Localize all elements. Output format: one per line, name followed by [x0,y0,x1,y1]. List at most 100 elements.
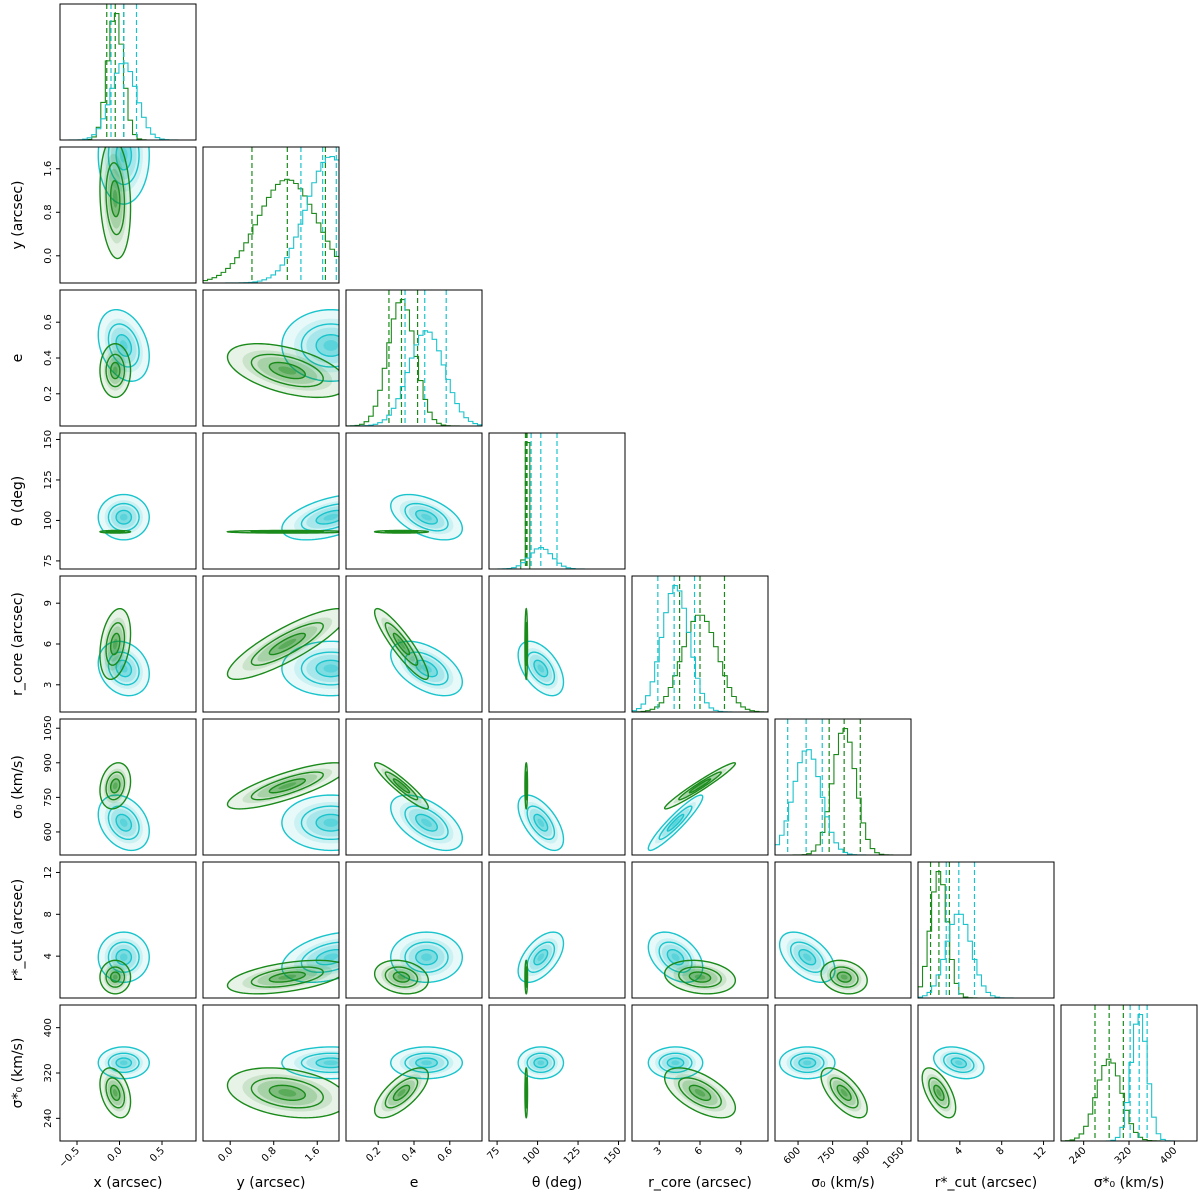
density-fill-series-1-4 [323,513,339,521]
density-fill-series-0-1 [673,1074,727,1112]
panel-frame [59,146,197,284]
xtick-label-rcore-2: 9 [734,1145,746,1157]
density-fill-series-0-3 [110,633,120,655]
contour-series-1-level-0 [115,813,133,832]
density-fill-series-1-3 [316,1058,339,1068]
density-fill-series-0-0 [664,960,736,994]
density-fill-series-0-3 [110,778,120,793]
density-fill-series-1-1 [523,938,558,977]
density-fill-series-1-2 [306,808,339,837]
density-fill-series-0-3 [269,972,306,983]
density-fill-series-1-4 [537,818,545,827]
contour-series-0-level-2 [663,959,737,995]
density-fill-series-1-3 [667,814,684,832]
density-fill-series-1-3 [534,949,548,965]
ylabel-rcut: r*_cut (arcsec) [10,879,26,982]
density-fill-series-1-4 [323,340,339,351]
xtick-label-sigma0-0: 600 [782,1145,803,1166]
density-fill-series-1-0 [281,641,339,696]
density-fill-series-0-3 [269,633,306,655]
panel-sigma0-vs-rcore [631,718,769,856]
contour-series-1-level-0 [798,948,817,966]
density-fill-series-0-4 [840,1089,848,1097]
xlabel-sigma0star: σ*₀ (km/s) [1094,1175,1165,1191]
density-fill-series-0-0 [227,608,339,680]
xtick-label-theta-0: 75 [485,1145,502,1162]
density-fill-series-1-0 [98,494,150,540]
density-fill-series-0-3 [393,778,410,793]
density-fill-series-0-0 [227,762,339,809]
ytick-label-theta-1: 100 [43,511,54,530]
density-fill-series-0-2 [257,626,318,662]
contour-series-1-level-0 [115,334,133,357]
density-fill-series-0-0 [664,762,736,809]
density-fill-series-0-4 [694,782,706,790]
contour-series-1-level-1 [300,941,339,973]
density-fill-series-0-1 [926,1074,952,1112]
ytick-label-sigma0-0: 600 [43,822,54,841]
density-fill-series-1-2 [111,1054,137,1071]
panel-x-vs-x [59,3,197,141]
contour-series-0-level-0 [392,632,411,656]
panel-frame [488,861,626,999]
ytick-label-sigma0star-2: 400 [43,1018,54,1037]
ytick-label-rcut-0: 4 [43,953,54,959]
panel-y-vs-x: 0.0 0.8 1.6 y (arcsec) [10,146,197,284]
density-fill-series-0-4 [112,638,118,650]
density-fill-series-1-4 [323,664,339,673]
contour-series-0-level-2 [226,607,339,681]
xtick-label-sigma0star-0: 240 [1068,1145,1089,1166]
contour-series-0-level-0 [109,361,121,380]
contour-series-0-level-1 [250,353,324,388]
contour-series-1-level-0 [315,813,339,832]
contour-series-0-level-0 [109,632,121,656]
contour-series-0-level-0 [933,1084,945,1102]
density-fill-series-1-3 [116,510,132,524]
xtick-label-rcut-0: 4 [953,1145,965,1157]
density-fill-series-0-2 [388,1080,415,1106]
panel-sigma0-vs-sigma0 [774,718,912,856]
density-fill-series-1-0 [281,795,339,851]
contour-series-0-level-0 [268,778,306,794]
panel-rcut-vs-e [345,861,483,999]
contour-series-0-level-2 [820,959,868,995]
density-fill-series-1-4 [671,953,680,961]
panel-sigma0star-vs-sigma0star: 240 320 400 σ*₀ (km/s) [1060,1004,1198,1191]
density-fill-series-0-3 [933,1085,944,1101]
density-fill-series-0-0 [99,762,131,809]
panel-frame [774,861,912,999]
density-fill-series-1-3 [534,1058,548,1068]
contour-series-1-level-2 [517,640,565,697]
xlabel-theta: θ (deg) [532,1175,582,1191]
density-fill-series-1-3 [415,510,438,524]
panel-rcore-vs-x: 3 6 9 r_core (arcsec) [10,575,197,713]
contour-series-0-level-2 [663,762,737,810]
panel-y-vs-y [202,146,340,284]
xtick-label-sigma0-3: 1050 [881,1145,907,1171]
contour-series-0-level-2 [226,762,339,810]
panel-frame [774,718,912,856]
density-fill-series-1-2 [306,1054,339,1071]
contour-series-0-level-0 [109,778,121,794]
xtick-label-e-0: 0.2 [364,1145,383,1164]
panel-frame [631,575,769,713]
panel-theta-vs-x: 75 100 125 150 θ (deg) [10,430,197,570]
contour-series-0-level-1 [829,966,859,988]
density-fill-series-1-2 [306,327,339,364]
contour-series-1-level-1 [300,1052,339,1074]
panel-e-vs-y [202,289,340,427]
contour-series-0-level-0 [109,180,121,218]
panel-rcore-vs-y [202,575,340,713]
panel-sigma0-vs-y [202,718,340,856]
xtick-label-y-0: 0.0 [216,1145,235,1164]
contour-series-0-level-1 [384,771,419,801]
density-fill-series-0-3 [269,1085,306,1101]
panel-frame [59,718,197,856]
contour-series-0-level-1 [105,966,126,988]
ylabel-sigma0star: σ*₀ (km/s) [10,1038,26,1109]
contour-series-1-level-2 [97,493,150,541]
panel-sigma0star-vs-x: 240 320 400 σ*₀ (km/s) −0.5 0.0 0.5 x (arcsec) [10,1004,197,1191]
density-fill-series-0-3 [689,778,711,793]
panel-frame [202,575,340,713]
density-fill-series-1-2 [306,654,339,683]
